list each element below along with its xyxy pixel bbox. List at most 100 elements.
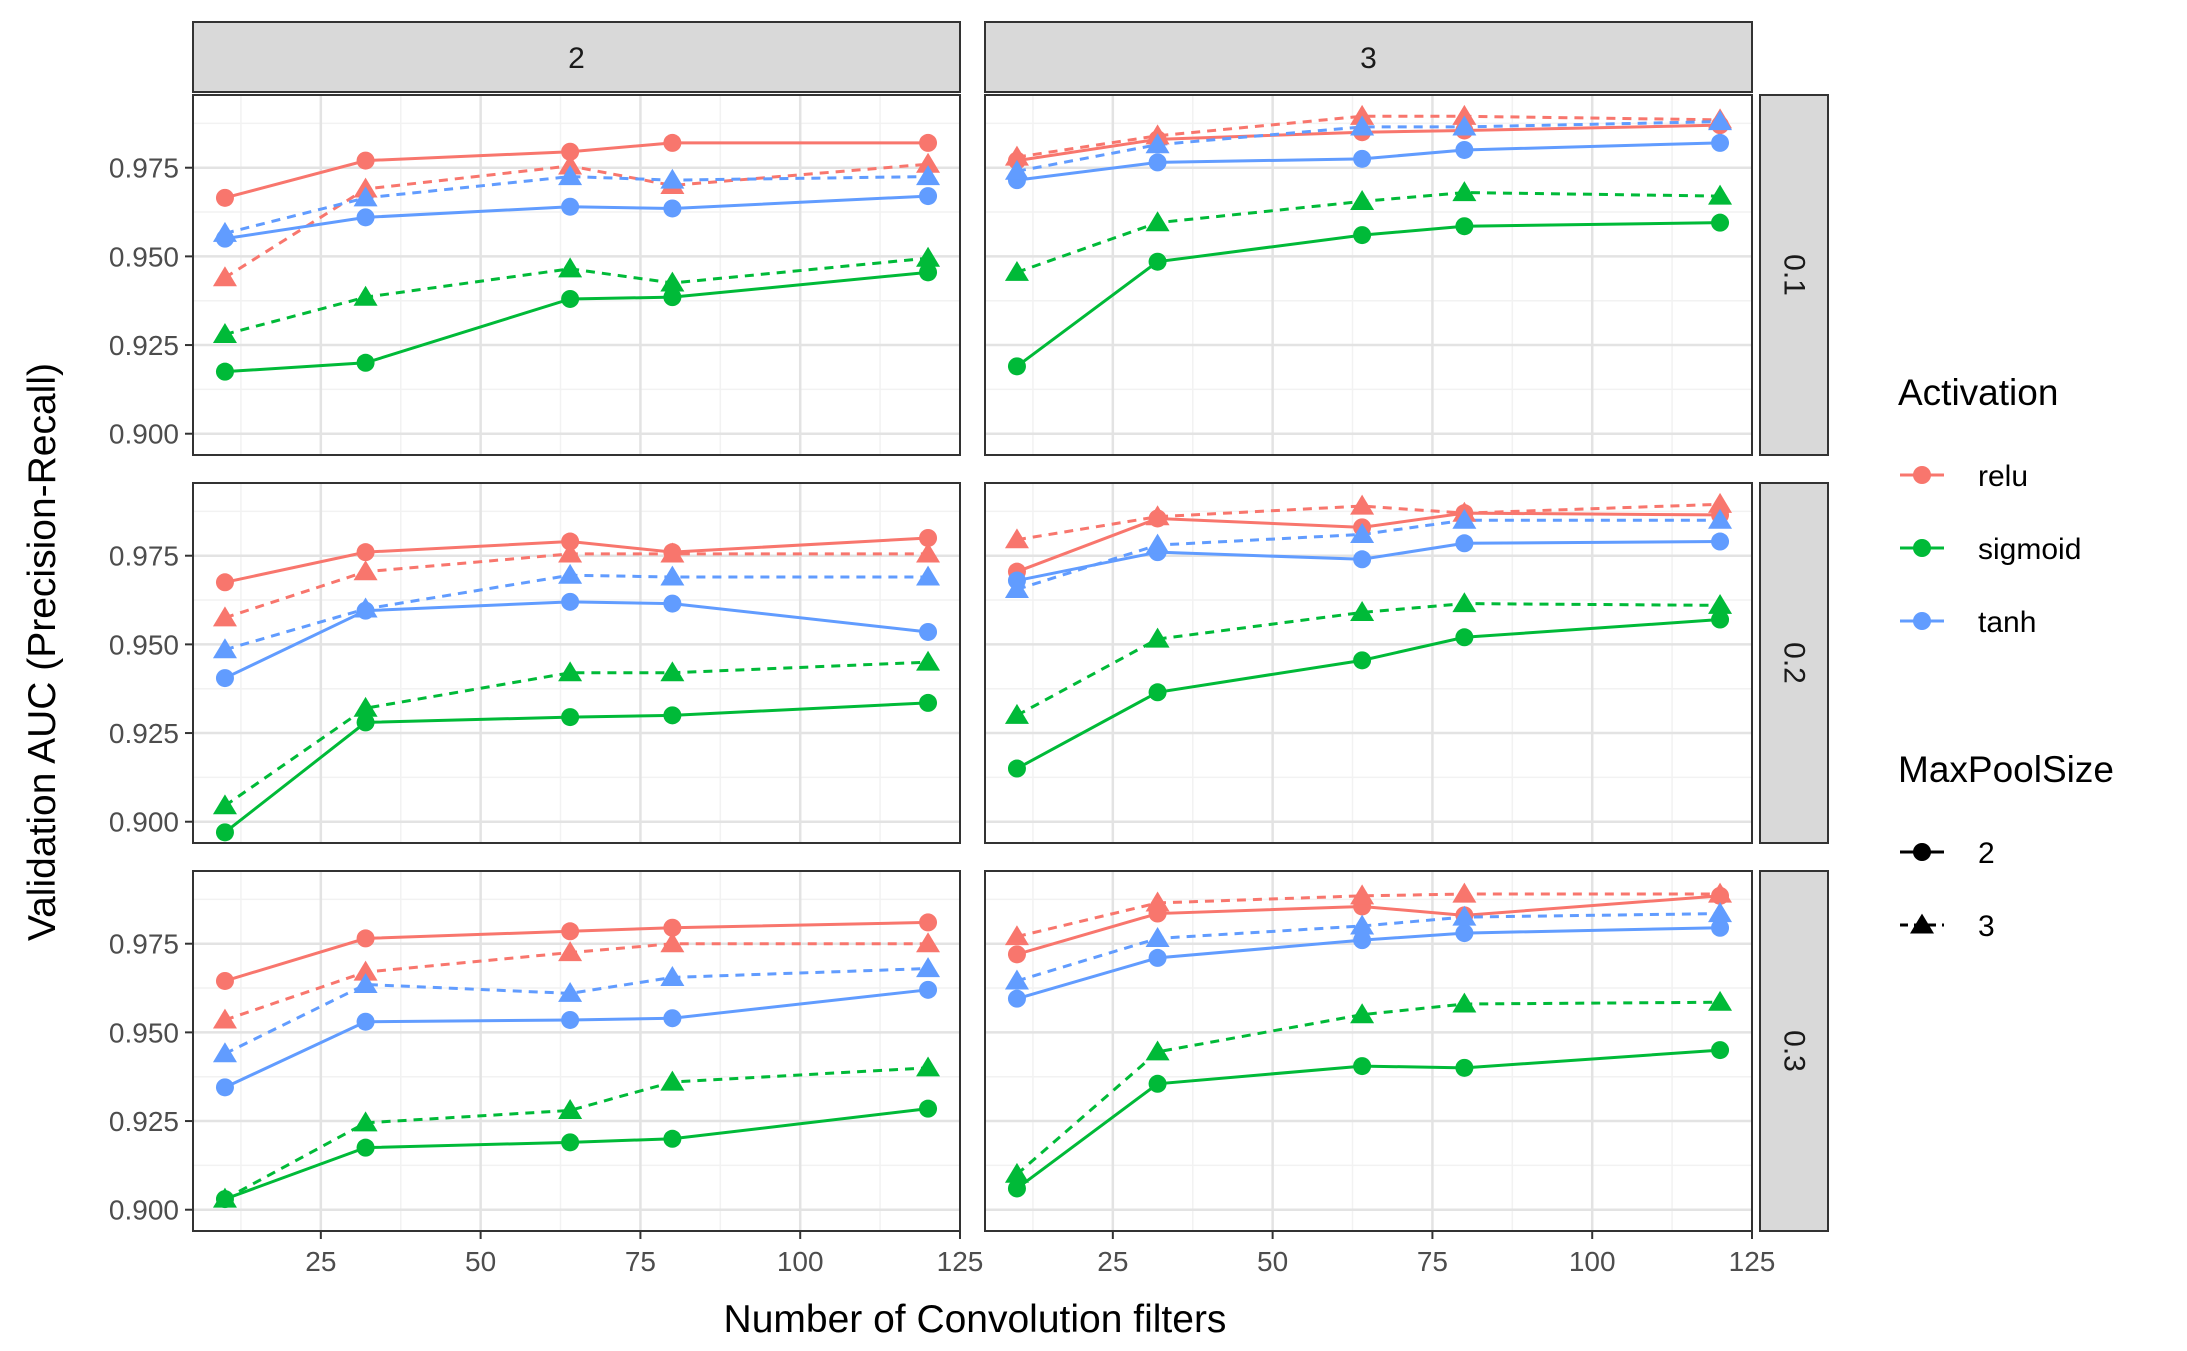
point-sigmoid-pool3 <box>212 323 237 343</box>
point-tanh-pool2 <box>663 199 682 218</box>
point-tanh-pool2 <box>1711 532 1730 551</box>
legend-key-label: 3 <box>1978 910 1995 943</box>
point-tanh-pool3 <box>916 957 941 978</box>
point-sigmoid-pool2 <box>1711 1041 1730 1060</box>
legend-key-circle <box>1913 843 1931 861</box>
x-axis-title: Number of Convolution filters <box>724 1298 1227 1341</box>
strip-col-2 <box>192 21 961 93</box>
y-tick-label: 0.975 <box>109 153 179 184</box>
point-relu-pool3 <box>916 932 941 953</box>
y-tick-label: 0.950 <box>109 241 179 272</box>
point-tanh-pool3 <box>212 221 237 242</box>
x-tick-label: 25 <box>305 1246 336 1277</box>
point-sigmoid-pool2 <box>1148 683 1167 702</box>
point-sigmoid-pool3 <box>1708 184 1733 205</box>
point-sigmoid-pool3 <box>1452 992 1477 1013</box>
point-tanh-pool2 <box>1353 149 1372 168</box>
series-line-relu-pool3 <box>1016 114 1721 159</box>
point-relu-pool2 <box>561 142 580 161</box>
legend-key-circle <box>1913 612 1931 630</box>
point-sigmoid-pool2 <box>1148 1074 1167 1093</box>
point-sigmoid-pool2 <box>1007 357 1026 376</box>
point-sigmoid-pool3 <box>1004 260 1029 281</box>
point-sigmoid-pool3 <box>353 696 378 717</box>
legend-activation-keys: relu sigmoid tanh <box>1900 460 2081 639</box>
point-relu-pool2 <box>215 971 234 990</box>
point-sigmoid-pool2 <box>1007 1179 1026 1198</box>
point-sigmoid-pool3 <box>353 1111 378 1132</box>
point-sigmoid-pool2 <box>919 1099 938 1118</box>
strip-col-label: 3 <box>1360 42 1377 75</box>
point-sigmoid-pool3 <box>558 661 583 682</box>
point-relu-pool2 <box>215 188 234 207</box>
point-sigmoid-pool2 <box>1455 1058 1474 1077</box>
point-sigmoid-pool2 <box>919 693 938 712</box>
point-sigmoid-pool2 <box>1353 1057 1372 1076</box>
legend-key-triangle <box>1910 913 1934 934</box>
panel-border <box>984 870 1753 1232</box>
point-sigmoid-pool3 <box>660 271 685 292</box>
y-axis-title: Validation AUC (Precision-Recall) <box>21 363 64 941</box>
point-tanh-pool2 <box>919 980 938 999</box>
y-tick-label: 0.900 <box>109 419 179 450</box>
point-sigmoid-pool2 <box>1455 628 1474 647</box>
point-tanh-pool3 <box>1350 115 1375 136</box>
point-tanh-pool2 <box>561 197 580 216</box>
y-tick-label: 0.975 <box>109 541 179 572</box>
point-sigmoid-pool2 <box>1353 651 1372 670</box>
strip-row-0.3 <box>1759 870 1829 1232</box>
point-sigmoid-pool3 <box>1145 627 1170 648</box>
point-sigmoid-pool3 <box>1145 1040 1170 1061</box>
point-tanh-pool3 <box>1350 523 1375 543</box>
point-relu-pool3 <box>353 960 378 981</box>
legend-title-maxpool: MaxPoolSize <box>1898 749 2114 790</box>
panel-border <box>192 870 961 1232</box>
point-tanh-pool3 <box>660 966 685 986</box>
point-relu-pool3 <box>212 266 237 287</box>
point-relu-pool2 <box>919 528 938 547</box>
point-sigmoid-pool2 <box>1455 217 1474 236</box>
x-tick-label: 75 <box>625 1246 656 1277</box>
series-line-sigmoid-pool3 <box>224 660 929 807</box>
point-relu-pool3 <box>1004 925 1029 946</box>
point-sigmoid-pool2 <box>1148 252 1167 271</box>
x-tick-label: 50 <box>1257 1246 1288 1277</box>
point-tanh-pool2 <box>561 592 580 611</box>
point-tanh-pool3 <box>1452 115 1477 136</box>
series-line-tanh-pool3 <box>224 967 929 1056</box>
series-line-sigmoid-pool3 <box>1015 1000 1721 1176</box>
legend-key-label: sigmoid <box>1978 533 2081 566</box>
point-sigmoid-pool2 <box>1711 213 1730 232</box>
y-tick-label: 0.975 <box>109 929 179 960</box>
strip-row-0.2 <box>1759 482 1829 844</box>
axes-layer: 0.900 0.925 0.950 0.975 0.900 0.925 0.950 0.975… <box>109 153 1775 1277</box>
point-sigmoid-pool2 <box>356 353 375 372</box>
y-tick-label: 0.900 <box>109 1195 179 1226</box>
point-relu-pool2 <box>663 133 682 152</box>
point-tanh-pool3 <box>1004 969 1029 990</box>
panel-3-0.1 <box>984 94 1753 456</box>
point-relu-pool3 <box>916 542 941 563</box>
point-relu-pool3 <box>558 542 583 563</box>
point-relu-pool2 <box>356 151 375 170</box>
point-tanh-pool2 <box>919 622 938 641</box>
point-sigmoid-pool3 <box>660 661 685 682</box>
point-sigmoid-pool2 <box>356 1138 375 1157</box>
point-sigmoid-pool2 <box>215 362 234 381</box>
y-tick-label: 0.925 <box>109 330 179 361</box>
point-tanh-pool2 <box>1353 550 1372 569</box>
point-tanh-pool3 <box>1708 508 1733 529</box>
legend-key-tanh: tanh <box>1900 606 2036 639</box>
point-tanh-pool2 <box>663 1009 682 1028</box>
point-sigmoid-pool2 <box>663 288 682 307</box>
point-sigmoid-pool2 <box>561 708 580 727</box>
x-tick-label: 100 <box>1569 1246 1616 1277</box>
point-relu-pool2 <box>561 532 580 551</box>
point-tanh-pool3 <box>916 165 941 186</box>
strip-row-label: 0.2 <box>1778 642 1811 684</box>
series-line-sigmoid-pool3 <box>224 256 929 336</box>
point-relu-pool2 <box>215 573 234 592</box>
point-sigmoid-pool3 <box>1004 1162 1029 1183</box>
point-relu-pool3 <box>558 154 583 175</box>
